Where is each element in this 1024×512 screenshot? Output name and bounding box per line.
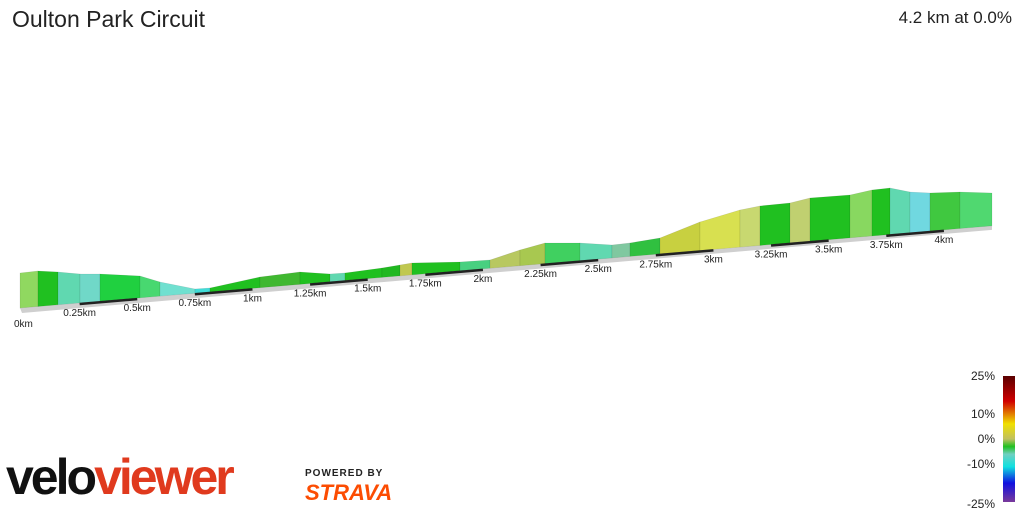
x-tick-label: 1.5km <box>354 284 381 295</box>
profile-segments <box>19 187 993 313</box>
x-tick-label: 3km <box>704 254 723 265</box>
legend-label: -10% <box>967 457 995 471</box>
x-axis-ticks: 0km 0.25km 0.5km 0.75km 1km 1.25km 1.5km 1.75km… <box>14 229 953 330</box>
km-band <box>79 297 138 306</box>
x-tick-label: 4km <box>934 235 953 246</box>
profile-base <box>20 225 992 313</box>
profile-segment <box>57 271 81 306</box>
profile-segment <box>79 273 101 304</box>
profile-segment <box>611 242 631 259</box>
profile-segment <box>579 242 613 261</box>
x-tick-label: 0.5km <box>124 303 151 314</box>
profile-segment <box>699 209 741 251</box>
km-band <box>309 278 368 286</box>
profile-segment <box>929 191 961 232</box>
km-band <box>655 249 714 257</box>
profile-segment <box>809 194 851 242</box>
profile-segment <box>519 242 546 267</box>
profile-segment <box>37 270 59 307</box>
km-band <box>425 268 484 276</box>
profile-segment <box>381 264 401 278</box>
km-band <box>194 288 253 296</box>
x-tick-label: 1km <box>243 293 262 304</box>
profile-segment <box>139 275 161 299</box>
powered-by-text: POWERED BY <box>305 468 384 479</box>
profile-segment <box>629 237 661 257</box>
profile-segment <box>489 249 521 269</box>
profile-segment <box>871 187 891 237</box>
x-tick-label: 2.25km <box>524 269 557 280</box>
profile-segment <box>959 191 993 229</box>
x-tick-label: 2.5km <box>585 264 612 275</box>
x-tick-label: 3.5km <box>815 245 842 256</box>
x-tick-label: 0km <box>14 319 33 330</box>
x-tick-label: 1.25km <box>294 288 327 299</box>
gradient-color-bar <box>1003 376 1015 502</box>
profile-segment <box>19 270 39 309</box>
profile-segment <box>889 187 911 235</box>
profile-segment <box>99 273 141 302</box>
profile-segment <box>659 221 701 255</box>
km-band <box>886 229 945 238</box>
legend-label: 25% <box>971 369 995 383</box>
profile-segment <box>909 191 931 234</box>
x-tick-label: 1.75km <box>409 279 442 290</box>
profile-segment <box>789 197 811 244</box>
legend-label: 0% <box>978 432 996 446</box>
strava-logo: STRAVA <box>305 480 393 505</box>
x-tick-label: 2km <box>473 274 492 285</box>
profile-segment <box>399 262 413 277</box>
x-tick-label: 0.75km <box>178 298 211 309</box>
x-tick-label: 3.75km <box>870 240 903 251</box>
profile-segment <box>544 242 581 264</box>
profile-segment <box>739 205 761 248</box>
page-title: Oulton Park Circuit <box>12 6 206 32</box>
legend-label: 10% <box>971 407 995 421</box>
profile-segment <box>759 202 791 246</box>
km-band <box>540 258 599 267</box>
route-summary: 4.2 km at 0.0% <box>898 8 1012 27</box>
legend-label: -25% <box>967 497 995 511</box>
veloviewer-logo: veloviewer <box>6 449 235 505</box>
profile-segment <box>849 189 873 239</box>
x-tick-label: 3.25km <box>755 250 788 261</box>
x-tick-label: 2.75km <box>639 259 672 270</box>
x-tick-label: 0.25km <box>63 308 96 319</box>
gradient-legend: 25% 10% 0% -10% -25% <box>967 369 995 511</box>
km-band <box>770 239 829 247</box>
